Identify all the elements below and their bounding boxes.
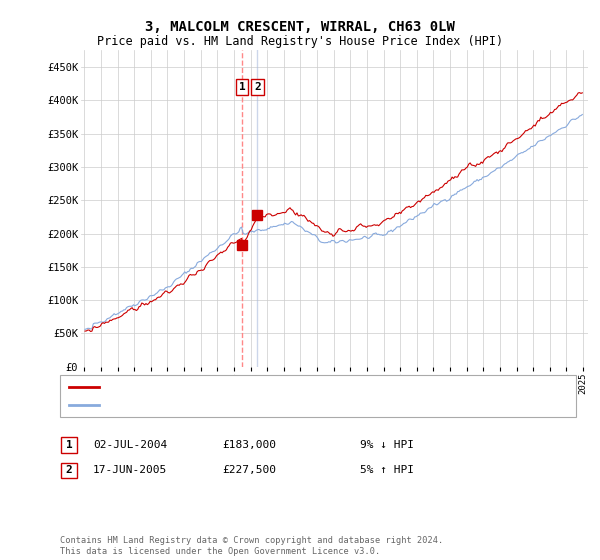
Text: £227,500: £227,500 — [222, 465, 276, 475]
Text: Price paid vs. HM Land Registry's House Price Index (HPI): Price paid vs. HM Land Registry's House … — [97, 35, 503, 48]
Text: 3, MALCOLM CRESCENT, WIRRAL, CH63 0LW: 3, MALCOLM CRESCENT, WIRRAL, CH63 0LW — [145, 20, 455, 34]
Text: Contains HM Land Registry data © Crown copyright and database right 2024.
This d: Contains HM Land Registry data © Crown c… — [60, 536, 443, 556]
Text: 2: 2 — [65, 465, 73, 475]
Text: 1: 1 — [65, 440, 73, 450]
Text: HPI: Average price, detached house, Wirral: HPI: Average price, detached house, Wirr… — [105, 400, 357, 410]
Text: 17-JUN-2005: 17-JUN-2005 — [93, 465, 167, 475]
Text: 02-JUL-2004: 02-JUL-2004 — [93, 440, 167, 450]
Text: 5% ↑ HPI: 5% ↑ HPI — [360, 465, 414, 475]
Text: 3, MALCOLM CRESCENT, WIRRAL, CH63 0LW (detached house): 3, MALCOLM CRESCENT, WIRRAL, CH63 0LW (d… — [105, 382, 429, 392]
Text: 1: 1 — [239, 82, 245, 92]
Text: 9% ↓ HPI: 9% ↓ HPI — [360, 440, 414, 450]
Text: £183,000: £183,000 — [222, 440, 276, 450]
Text: 2: 2 — [254, 82, 261, 92]
